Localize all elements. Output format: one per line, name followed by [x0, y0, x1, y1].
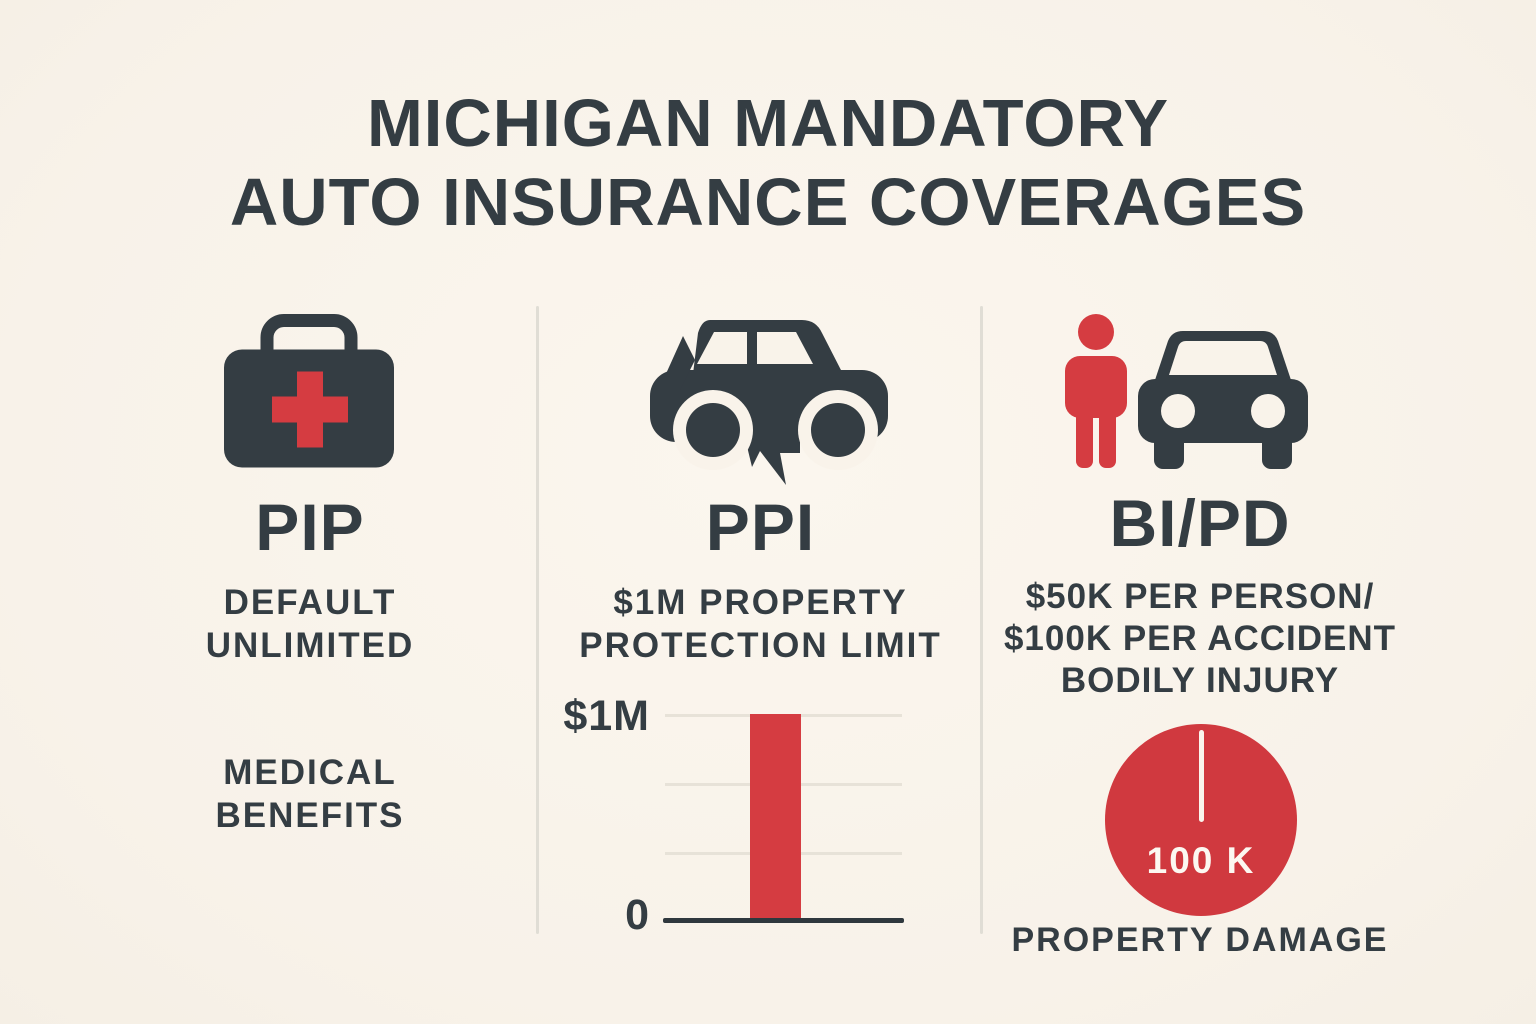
- page-title-line2: AUTO INSURANCE COVERAGES: [229, 165, 1307, 240]
- property-damage-pie-chart: 100 K: [1105, 724, 1297, 916]
- bar-chart-ytick-bottom: 0: [625, 891, 650, 939]
- bipd-heading: BI/PD: [1109, 486, 1291, 560]
- bar-chart-bar: [750, 714, 801, 921]
- car-front-icon: [1138, 331, 1308, 469]
- pip-heading: PIP: [255, 490, 365, 564]
- pie-chart-caption: PROPERTY DAMAGE: [1011, 921, 1389, 959]
- ppi-bar-chart: $1M 0: [540, 690, 920, 939]
- pip-subtitle: DEFAULT UNLIMITED: [205, 583, 415, 665]
- pip-medical-benefits-note: MEDICAL BENEFITS: [215, 753, 405, 835]
- person-icon: [1065, 314, 1127, 468]
- ppi-heading: PPI: [705, 490, 816, 564]
- pie-chart-center-label: 100 K: [1146, 840, 1256, 881]
- page-title: MICHIGAN MANDATORY AUTO INSURANCE COVERA…: [0, 84, 1536, 242]
- first-aid-kit-icon: [224, 314, 394, 468]
- column-divider-right: [980, 306, 983, 934]
- bar-chart-plot-area: [663, 714, 904, 923]
- bar-chart-ytick-top: $1M: [563, 692, 650, 740]
- ppi-subtitle: $1M PROPERTY PROTECTION LIMIT: [579, 583, 942, 665]
- pie-chart-radius-tick: [1198, 730, 1204, 822]
- damaged-car-side-icon: [650, 320, 888, 485]
- page-title-line1: MICHIGAN MANDATORY: [366, 86, 1170, 161]
- bipd-subtitle: $50K PER PERSON/ $100K PER ACCIDENT BODI…: [1003, 577, 1397, 700]
- bar-chart-x-axis: [663, 918, 904, 923]
- column-divider-left: [536, 306, 539, 934]
